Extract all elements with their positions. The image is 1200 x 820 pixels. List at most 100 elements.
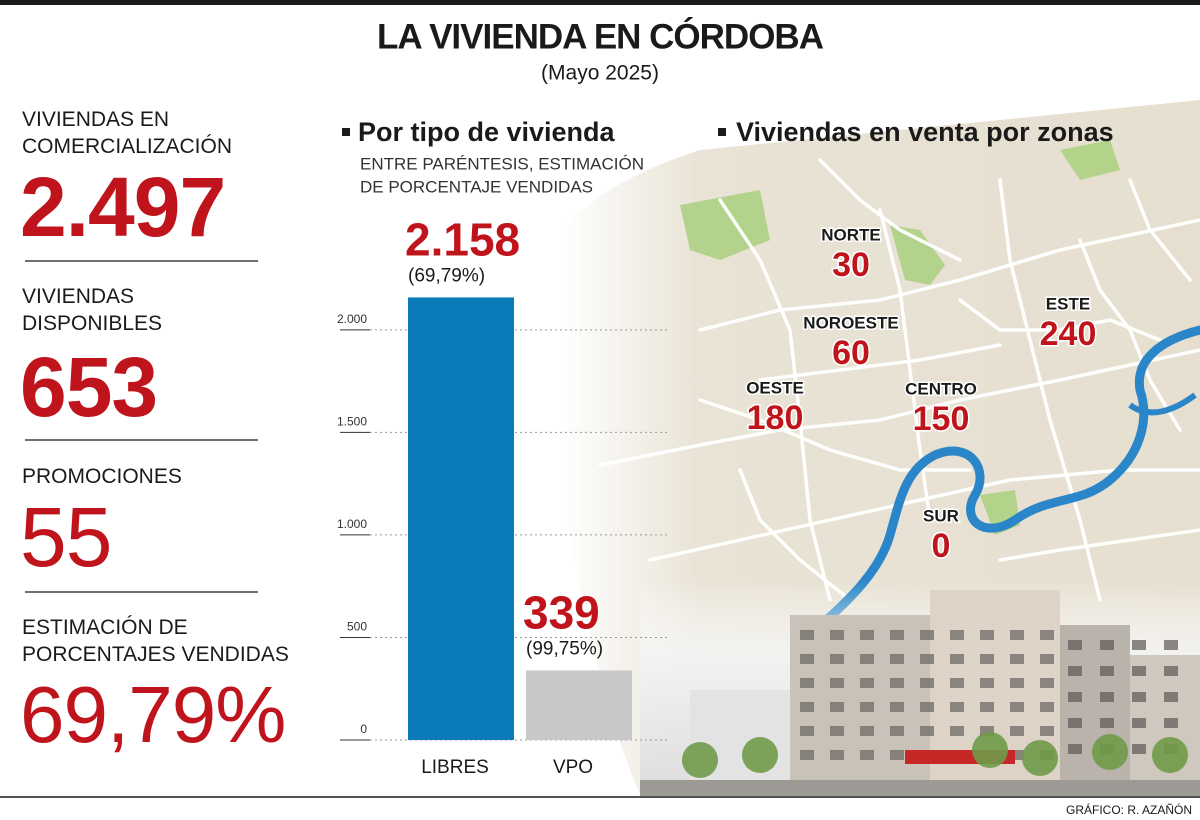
window xyxy=(830,678,844,688)
window xyxy=(1132,640,1146,650)
window xyxy=(1132,692,1146,702)
window xyxy=(830,750,844,760)
title: LA VIVIENDA EN CÓRDOBA xyxy=(377,16,824,56)
window xyxy=(800,654,814,664)
window xyxy=(1164,692,1178,702)
stat-label: COMERCIALIZACIÓN xyxy=(22,135,233,158)
stat-label: PORCENTAJES VENDIDAS xyxy=(22,643,289,666)
zone-value: 180 xyxy=(747,399,804,437)
window xyxy=(1132,666,1146,676)
window xyxy=(1164,640,1178,650)
window xyxy=(1040,726,1054,736)
zone-name: NOROESTE xyxy=(803,313,898,332)
road xyxy=(1078,238,1182,432)
subtitle: (Mayo 2025) xyxy=(541,62,659,85)
stat-label: ESTIMACIÓN DE xyxy=(22,616,188,639)
chart-title: Por tipo de vivienda xyxy=(358,117,616,147)
stat-value: 653 xyxy=(20,340,158,434)
window xyxy=(860,654,874,664)
value-annotation: (99,75%) xyxy=(526,638,603,659)
river xyxy=(810,325,1200,635)
window xyxy=(1040,654,1054,664)
window xyxy=(890,678,904,688)
window xyxy=(800,702,814,712)
window xyxy=(950,726,964,736)
window xyxy=(890,750,904,760)
street xyxy=(640,780,1200,796)
window xyxy=(920,654,934,664)
stat-value: 55 xyxy=(20,490,112,584)
y-tick-label: 0 xyxy=(360,722,367,736)
window xyxy=(1100,666,1114,676)
road xyxy=(758,343,1002,382)
bullet xyxy=(342,128,350,136)
park xyxy=(1060,140,1120,180)
window xyxy=(950,678,964,688)
window xyxy=(860,678,874,688)
zone-name: OESTE xyxy=(746,378,804,397)
window xyxy=(890,654,904,664)
tree xyxy=(1152,737,1188,773)
window xyxy=(800,678,814,688)
zone-value: 30 xyxy=(832,246,870,284)
tree xyxy=(1022,740,1058,776)
window xyxy=(980,630,994,640)
bullet xyxy=(718,128,726,136)
window xyxy=(950,702,964,712)
window xyxy=(1040,702,1054,712)
window xyxy=(860,630,874,640)
value-annotation: (69,79%) xyxy=(408,265,485,286)
x-tick-label: LIBRES xyxy=(421,757,489,778)
window xyxy=(1100,640,1114,650)
y-tick-label: 1.000 xyxy=(337,517,367,531)
window xyxy=(800,630,814,640)
window xyxy=(800,750,814,760)
road xyxy=(818,158,962,262)
window xyxy=(1132,718,1146,728)
x-tick-label: VPO xyxy=(553,757,593,778)
window xyxy=(950,654,964,664)
window xyxy=(1010,702,1024,712)
y-tick-label: 1.500 xyxy=(337,415,367,429)
window xyxy=(890,630,904,640)
window xyxy=(860,726,874,736)
road xyxy=(998,528,1200,562)
value-label: 339 xyxy=(523,587,600,639)
road xyxy=(878,208,932,522)
window xyxy=(950,630,964,640)
window xyxy=(860,702,874,712)
tree xyxy=(742,737,778,773)
window xyxy=(860,750,874,760)
window xyxy=(920,702,934,712)
zone-name: SUR xyxy=(923,506,959,525)
window xyxy=(1010,726,1024,736)
zone-value: 60 xyxy=(832,334,870,372)
window xyxy=(1010,678,1024,688)
zone-name: CENTRO xyxy=(905,379,977,398)
window xyxy=(1164,666,1178,676)
tree xyxy=(1092,734,1128,770)
window xyxy=(980,702,994,712)
building xyxy=(1060,625,1130,795)
road xyxy=(598,348,1200,467)
value-label: 2.158 xyxy=(405,214,520,266)
road xyxy=(698,398,972,472)
river-bend xyxy=(1128,392,1197,416)
road xyxy=(998,178,1102,602)
window xyxy=(1068,744,1082,754)
tree xyxy=(682,742,718,778)
stat-value: 69,79% xyxy=(20,670,286,759)
window xyxy=(1010,750,1024,760)
zone-value: 150 xyxy=(913,400,970,438)
window xyxy=(920,630,934,640)
window xyxy=(1040,630,1054,640)
stat-label: VIVIENDAS xyxy=(22,285,135,308)
window xyxy=(830,726,844,736)
stat-label: VIVIENDAS EN xyxy=(22,108,170,131)
window xyxy=(830,654,844,664)
window xyxy=(920,678,934,688)
window xyxy=(980,726,994,736)
zone-name: NORTE xyxy=(821,225,881,244)
top-bar xyxy=(0,0,1200,5)
